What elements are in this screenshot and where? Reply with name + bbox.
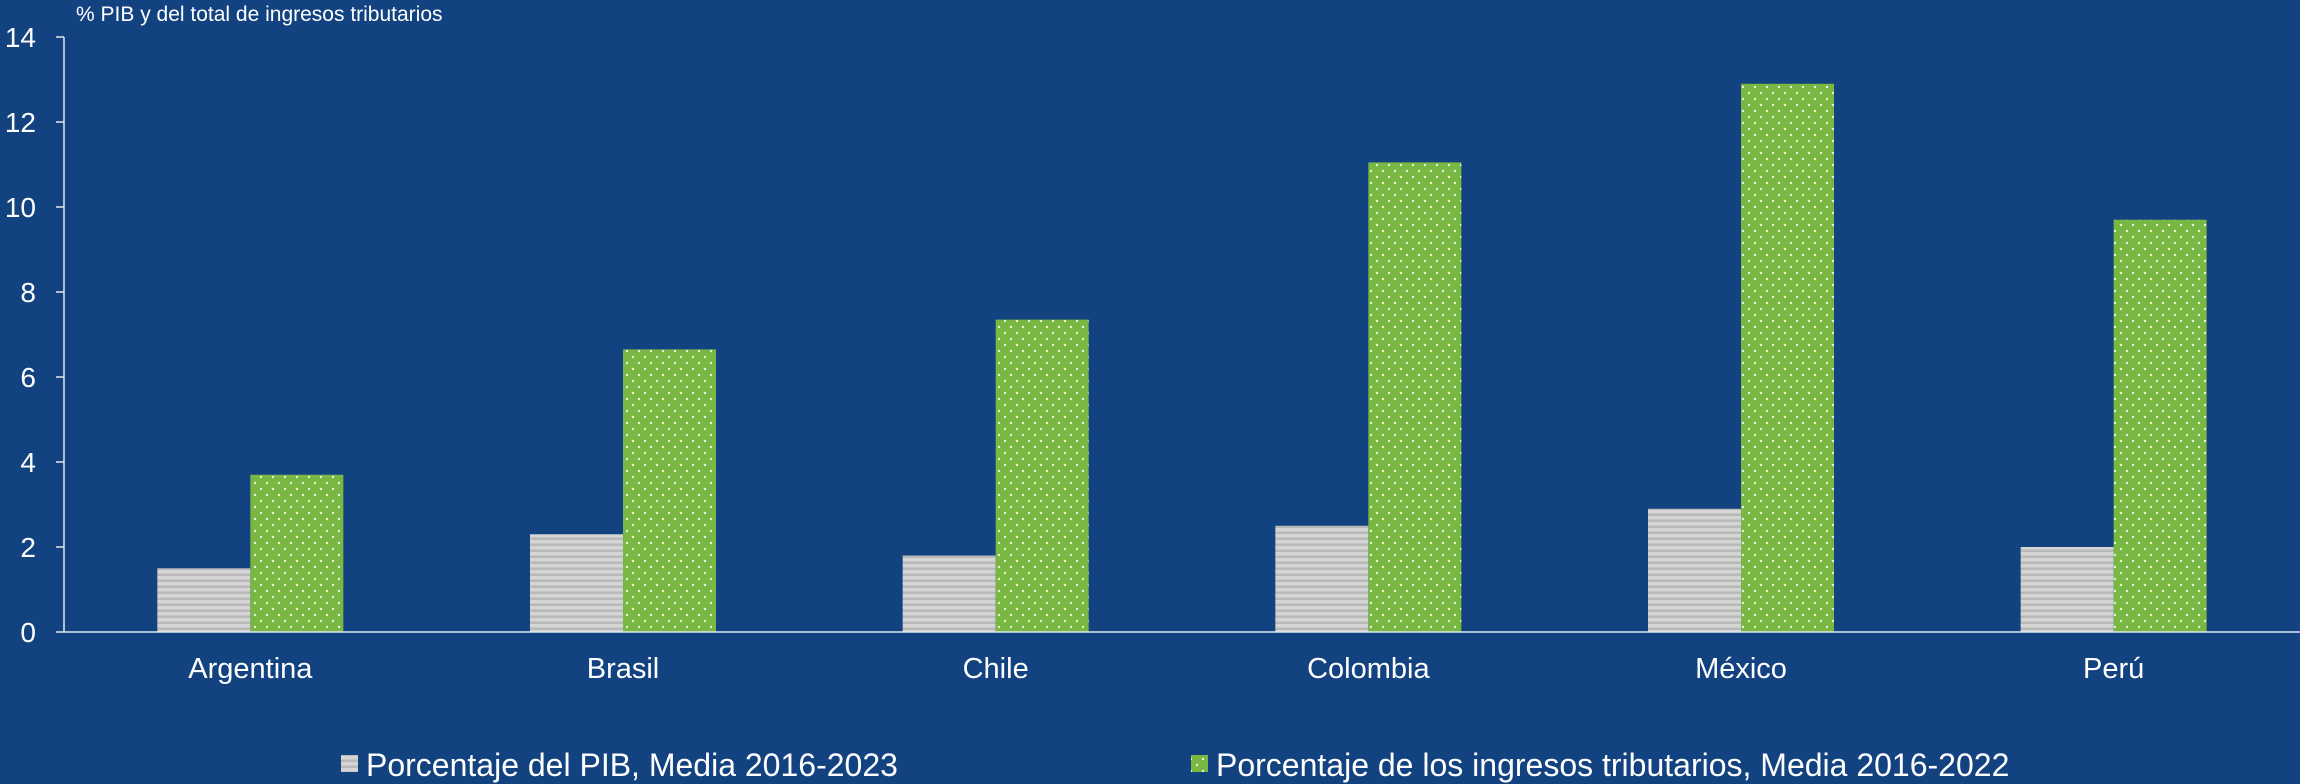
bar-ingresos <box>250 474 344 632</box>
bar-ingresos <box>1741 83 1834 632</box>
bar-pib <box>902 555 996 632</box>
y-tick-label: 12 <box>5 107 36 138</box>
bar-pib <box>530 534 623 632</box>
legend-label-pib: Porcentaje del PIB, Media 2016-2023 <box>366 747 898 783</box>
x-tick-label: Chile <box>963 653 1029 685</box>
legend-item-pib: Porcentaje del PIB, Media 2016-2023 <box>341 747 898 783</box>
y-tick-label: 14 <box>5 22 36 53</box>
legend-label-ingresos: Porcentaje de los ingresos tributarios, … <box>1216 747 2009 783</box>
y-tick-label: 0 <box>20 617 36 648</box>
bar-ingresos <box>623 349 716 632</box>
x-tick-label: Brasil <box>587 653 660 685</box>
x-tick-label: Perú <box>2083 653 2144 685</box>
bar-ingresos <box>1368 162 1462 632</box>
y-tick-label: 8 <box>20 277 36 308</box>
x-tick-label: Argentina <box>188 653 313 685</box>
y-tick-label: 4 <box>20 447 36 478</box>
legend-item-ingresos: Porcentaje de los ingresos tributarios, … <box>1191 747 2009 783</box>
y-tick-label: 2 <box>20 532 36 563</box>
y-tick-label: 10 <box>5 192 36 223</box>
legend: Porcentaje del PIB, Media 2016-2023 Porc… <box>341 747 2009 783</box>
bar-pib <box>2020 547 2114 632</box>
x-axis-labels: Argentina Brasil Chile Colombia México Perú <box>188 653 2144 685</box>
bars-group <box>157 83 2207 632</box>
legend-swatch-pib <box>341 755 358 772</box>
y-axis-ticks: 0 2 4 6 8 10 12 14 <box>5 22 64 648</box>
y-tick-label: 6 <box>20 362 36 393</box>
legend-swatch-ingresos <box>1191 755 1208 772</box>
bar-pib <box>157 568 251 632</box>
bar-pib <box>1648 508 1741 632</box>
bar-ingresos <box>995 319 1089 632</box>
bar-pib <box>1275 525 1369 632</box>
y-axis-unit-label: % PIB y del total de ingresos tributario… <box>76 3 443 26</box>
x-tick-label: México <box>1695 653 1787 685</box>
bar-ingresos <box>2113 219 2207 632</box>
x-tick-label: Colombia <box>1307 653 1430 685</box>
